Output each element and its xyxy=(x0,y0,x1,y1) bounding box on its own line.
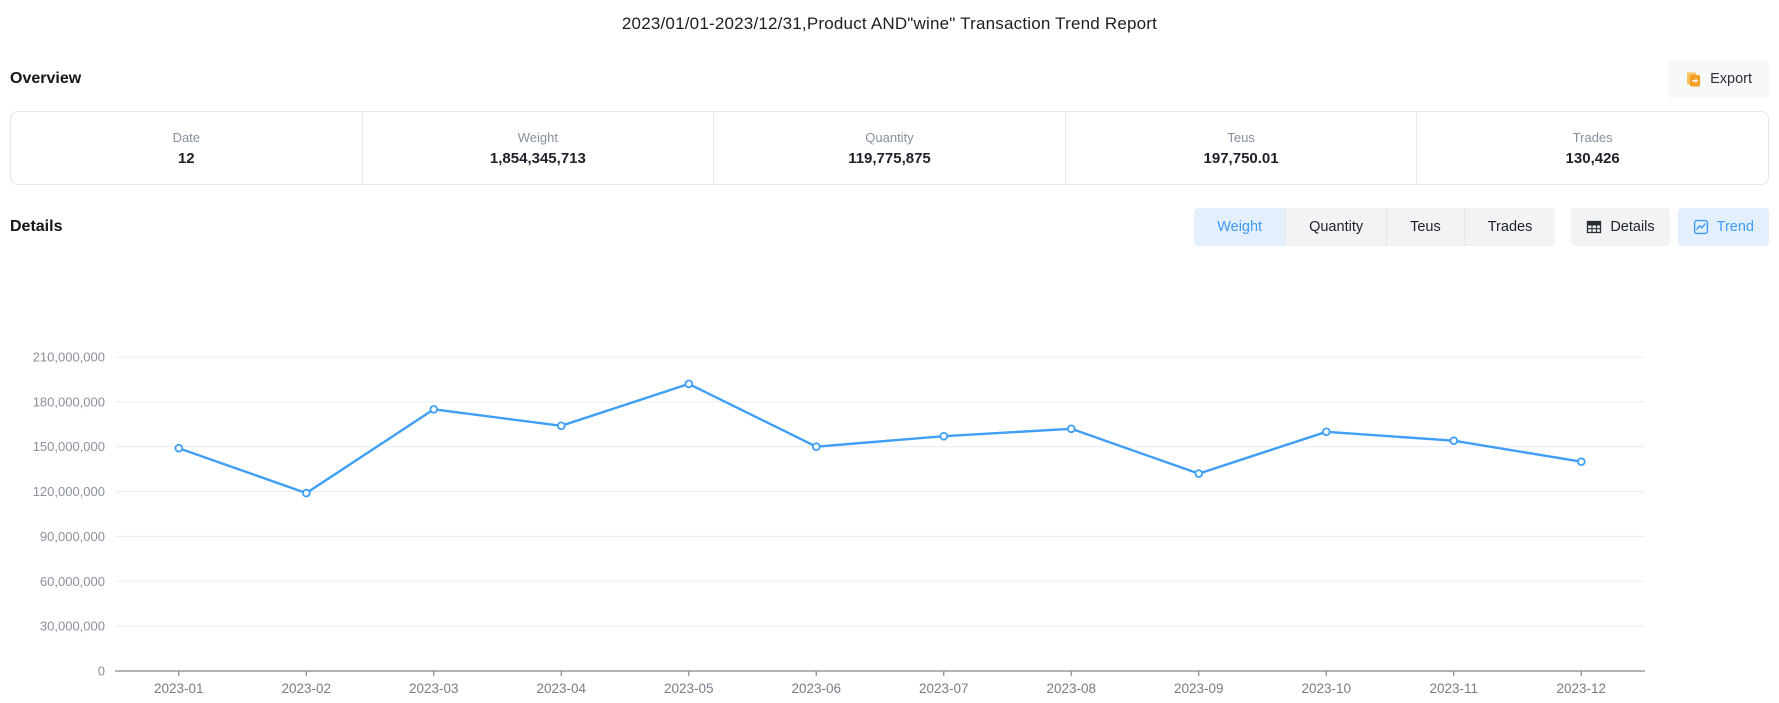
details-heading: Details xyxy=(10,218,63,235)
details-header-row: Details Weight Quantity Teus Trades Deta… xyxy=(10,207,1769,247)
overview-heading: Overview xyxy=(10,70,82,87)
data-point[interactable] xyxy=(174,443,184,453)
tab-weight[interactable]: Weight xyxy=(1194,208,1286,246)
data-point[interactable] xyxy=(684,379,694,389)
tab-teus[interactable]: Teus xyxy=(1386,208,1464,246)
y-axis-label: 150,000,000 xyxy=(33,439,105,454)
x-axis-label: 2023-12 xyxy=(1556,681,1606,696)
stat-value: 130,426 xyxy=(1565,149,1620,167)
overview-header-row: Overview Export xyxy=(0,34,1779,98)
data-point[interactable] xyxy=(811,442,821,452)
tab-quantity[interactable]: Quantity xyxy=(1285,208,1387,246)
data-point[interactable] xyxy=(1577,457,1586,467)
line-chart-icon xyxy=(1693,219,1709,235)
x-axis-label: 2023-03 xyxy=(409,681,459,696)
view-button-group: Details Trend xyxy=(1571,208,1769,246)
stat-value: 197,750.01 xyxy=(1203,149,1279,167)
x-axis-label: 2023-04 xyxy=(536,681,586,696)
details-view-label: Details xyxy=(1610,219,1655,235)
trend-chart-svg: 0 30,000,000 60,000,000 90,000,000 120,000,0… xyxy=(33,350,1645,696)
stat-value: 12 xyxy=(177,149,195,167)
stat-label: Quantity xyxy=(865,129,914,145)
x-axis-label: 2023-09 xyxy=(1174,681,1224,696)
trend-line xyxy=(177,382,1583,495)
tab-trades[interactable]: Trades xyxy=(1463,208,1556,246)
stat-label: Trades xyxy=(1572,129,1613,145)
stat-label: Teus xyxy=(1227,129,1255,145)
stat-quantity: Quantity 119,775,875 xyxy=(713,112,1065,184)
overview-stats-card: Date 12 Weight 1,854,345,713 Quantity 11… xyxy=(10,111,1769,185)
details-view-button[interactable]: Details xyxy=(1571,208,1670,246)
y-axis-label: 180,000,000 xyxy=(33,394,105,409)
page-title: 2023/01/01-2023/12/31,Product AND"wine" … xyxy=(621,14,1158,33)
trend-view-label: Trend xyxy=(1716,219,1754,235)
data-point[interactable] xyxy=(939,431,949,441)
data-point[interactable] xyxy=(1449,436,1459,446)
y-axis-label: 0 xyxy=(98,664,105,679)
export-button-label: Export xyxy=(1710,71,1752,87)
x-axis-label: 2023-01 xyxy=(154,681,204,696)
stat-trades: Trades 130,426 xyxy=(1416,112,1768,184)
data-point[interactable] xyxy=(1322,427,1331,437)
stat-label: Weight xyxy=(517,129,558,145)
x-axis-label: 2023-10 xyxy=(1301,681,1351,696)
y-axis-label: 30,000,000 xyxy=(40,619,105,634)
data-point[interactable] xyxy=(1194,469,1204,478)
stat-date: Date 12 xyxy=(11,112,362,184)
x-axis-label: 2023-02 xyxy=(281,681,331,696)
x-axis-label: 2023-05 xyxy=(664,681,714,696)
stat-label: Date xyxy=(172,129,201,145)
x-axis-label: 2023-08 xyxy=(1046,681,1096,696)
stat-teus: Teus 197,750.01 xyxy=(1064,112,1417,184)
export-button[interactable]: Export xyxy=(1668,60,1769,98)
x-axis-label: 2023-06 xyxy=(791,681,841,696)
y-axis-label: 90,000,000 xyxy=(40,529,105,544)
data-point[interactable] xyxy=(301,488,311,498)
y-axis-label: 120,000,000 xyxy=(33,484,105,499)
y-axis-label: 60,000,000 xyxy=(40,574,105,589)
data-point[interactable] xyxy=(1067,424,1076,434)
data-point[interactable] xyxy=(556,421,566,431)
x-axis-label: 2023-11 xyxy=(1429,681,1478,696)
table-icon xyxy=(1586,219,1602,235)
stat-value: 119,775,875 xyxy=(848,149,931,167)
stat-value: 1,854,345,713 xyxy=(489,149,586,167)
stat-weight: Weight 1,854,345,713 xyxy=(361,112,714,184)
metric-tab-group: Weight Quantity Teus Trades xyxy=(1194,208,1556,246)
details-controls: Weight Quantity Teus Trades Details xyxy=(1194,208,1769,246)
export-icon xyxy=(1685,71,1702,88)
data-point[interactable] xyxy=(429,405,439,414)
trend-view-button[interactable]: Trend xyxy=(1677,208,1769,246)
x-axis-label: 2023-07 xyxy=(919,681,969,696)
trend-chart: 0 30,000,000 60,000,000 90,000,000 120,000,0… xyxy=(0,271,1779,703)
title-bar: 2023/01/01-2023/12/31,Product AND"wine" … xyxy=(0,0,1779,34)
y-axis-label: 210,000,000 xyxy=(33,350,105,365)
